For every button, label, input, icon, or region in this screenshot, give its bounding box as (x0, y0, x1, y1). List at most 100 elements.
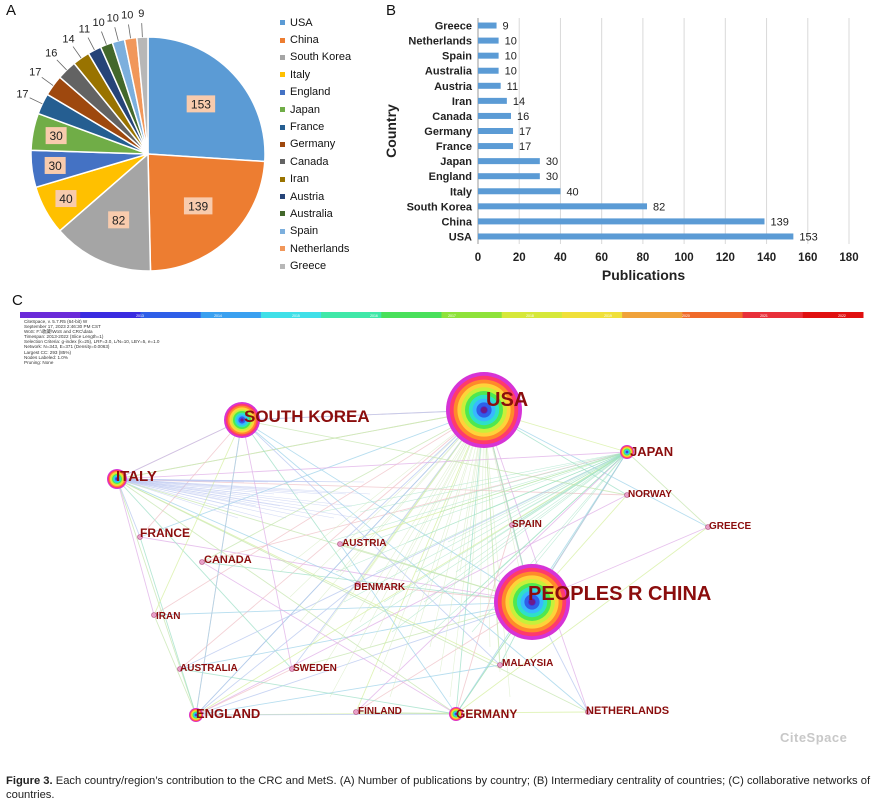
legend-swatch (280, 54, 285, 60)
network-edge (153, 409, 485, 616)
network-edge (483, 409, 491, 648)
bar-xtick-40: 40 (554, 252, 567, 264)
network-node-austria (337, 541, 343, 547)
network-edge (319, 409, 485, 673)
network-edge (329, 409, 485, 698)
network-label-france: FRANCE (140, 526, 190, 540)
panel-b-letter: B (386, 2, 397, 19)
network-edge (241, 419, 501, 666)
network-edge (195, 494, 628, 716)
bar-spain (478, 52, 499, 59)
timeline-segment (321, 312, 382, 318)
caption-lead: Figure 3. (6, 775, 53, 787)
legend-swatch (280, 37, 285, 43)
network-edge (241, 419, 533, 603)
pie-slice-south-korea (58, 152, 152, 272)
network-edge (195, 583, 359, 716)
bar-category-usa: USA (449, 231, 472, 243)
legend-label: Netherlands (290, 242, 350, 255)
legend-label: Australia (290, 207, 333, 220)
network-edge (116, 478, 239, 519)
bar-xtick-160: 160 (798, 252, 817, 264)
timeline-segment (622, 312, 683, 318)
bar-category-japan: Japan (440, 156, 472, 168)
bar-category-china: China (441, 216, 472, 228)
timeline-year-2021: 2021 (760, 314, 768, 318)
timeline-segment (200, 312, 262, 318)
pie-leader-line (114, 27, 119, 41)
bar-usa (478, 233, 794, 240)
network-edge (153, 614, 197, 716)
bar-category-greece: Greece (435, 21, 472, 33)
network-label-malaysia: MALAYSIA (502, 658, 553, 669)
citespace-header-line: Timespan: 2013-2022 (Slice Length=1) (24, 334, 104, 340)
network-edge (369, 409, 485, 648)
bar-china (478, 218, 765, 225)
timeline-segment (742, 312, 804, 318)
network-edge (447, 451, 628, 543)
network-edge (116, 478, 141, 538)
network-node-spain (509, 522, 515, 528)
citespace-header-line: WoS: F:\收藏\WoS and CRC\data (24, 329, 93, 335)
network-edge (349, 409, 485, 598)
network-edge (116, 409, 485, 480)
legend-label: Greece (290, 260, 327, 273)
network-node-italy (107, 469, 127, 489)
network-edge (139, 536, 197, 716)
network-edge (367, 451, 628, 543)
bar-xlabel: Publications (602, 267, 685, 283)
legend-swatch (280, 107, 285, 113)
network-edge (355, 451, 628, 713)
network-node-finland (353, 709, 359, 715)
legend-item-greece: Greece (280, 257, 351, 274)
timeline-year-2020: 2020 (682, 314, 690, 318)
network-node-greece (705, 524, 711, 530)
network-edge (423, 451, 628, 603)
bar-category-canada: Canada (432, 111, 473, 123)
legend-item-canada: Canada (280, 153, 351, 170)
bar-value-australia: 10 (505, 66, 517, 78)
network-edge (139, 419, 243, 538)
citespace-header-line: Network: N=343, E=371 (Density=0.0063) (24, 344, 110, 350)
legend-label: China (290, 34, 319, 47)
network-node-norway (624, 492, 630, 498)
legend-item-spain: Spain (280, 223, 351, 240)
pie-label-greece: 9 (138, 8, 144, 20)
network-edge (116, 478, 263, 519)
bar-value-china: 139 (770, 216, 788, 228)
bar-italy (478, 188, 561, 195)
legend-label: USA (290, 16, 313, 29)
network-label-peoples-r-china: PEOPLES R CHINA (528, 583, 711, 605)
bar-xtick-100: 100 (675, 252, 694, 264)
legend-swatch (280, 72, 285, 78)
timeline-segment (561, 312, 623, 318)
network-edge (299, 409, 485, 623)
timeline-segment (20, 312, 81, 318)
pie-label-box (183, 197, 213, 215)
bar-value-south-korea: 82 (653, 201, 665, 213)
network-edge (339, 543, 457, 715)
bar-value-netherlands: 10 (505, 36, 517, 48)
legend-label: Japan (290, 103, 320, 116)
bar-xtick-140: 140 (757, 252, 776, 264)
legend-item-germany: Germany (280, 136, 351, 153)
legend-swatch (280, 228, 285, 234)
bar-value-greece: 9 (503, 21, 509, 33)
figure-caption: Figure 3. Each country/region’s contribu… (6, 774, 876, 802)
legend-item-usa: USA (280, 14, 351, 31)
legend-swatch (280, 141, 285, 147)
bar-value-italy: 40 (566, 186, 578, 198)
network-label-australia: AUSTRALIA (180, 663, 238, 674)
network-label-usa: USA (486, 389, 528, 411)
bar-japan (478, 158, 540, 165)
bar-category-australia: Australia (425, 66, 473, 78)
pie-label-box (44, 156, 66, 174)
bar-chart: 0 20 40 60 80 100 120 140 160 180 Greece 9 Netherlan… (383, 18, 859, 283)
network-edge (626, 451, 709, 528)
network-edge (116, 478, 589, 713)
network-label-denmark: DENMARK (354, 582, 406, 593)
network-edge (399, 451, 628, 513)
pie-label-box (186, 95, 216, 113)
pie-label-box (45, 127, 67, 145)
legend-label: Germany (290, 138, 336, 151)
